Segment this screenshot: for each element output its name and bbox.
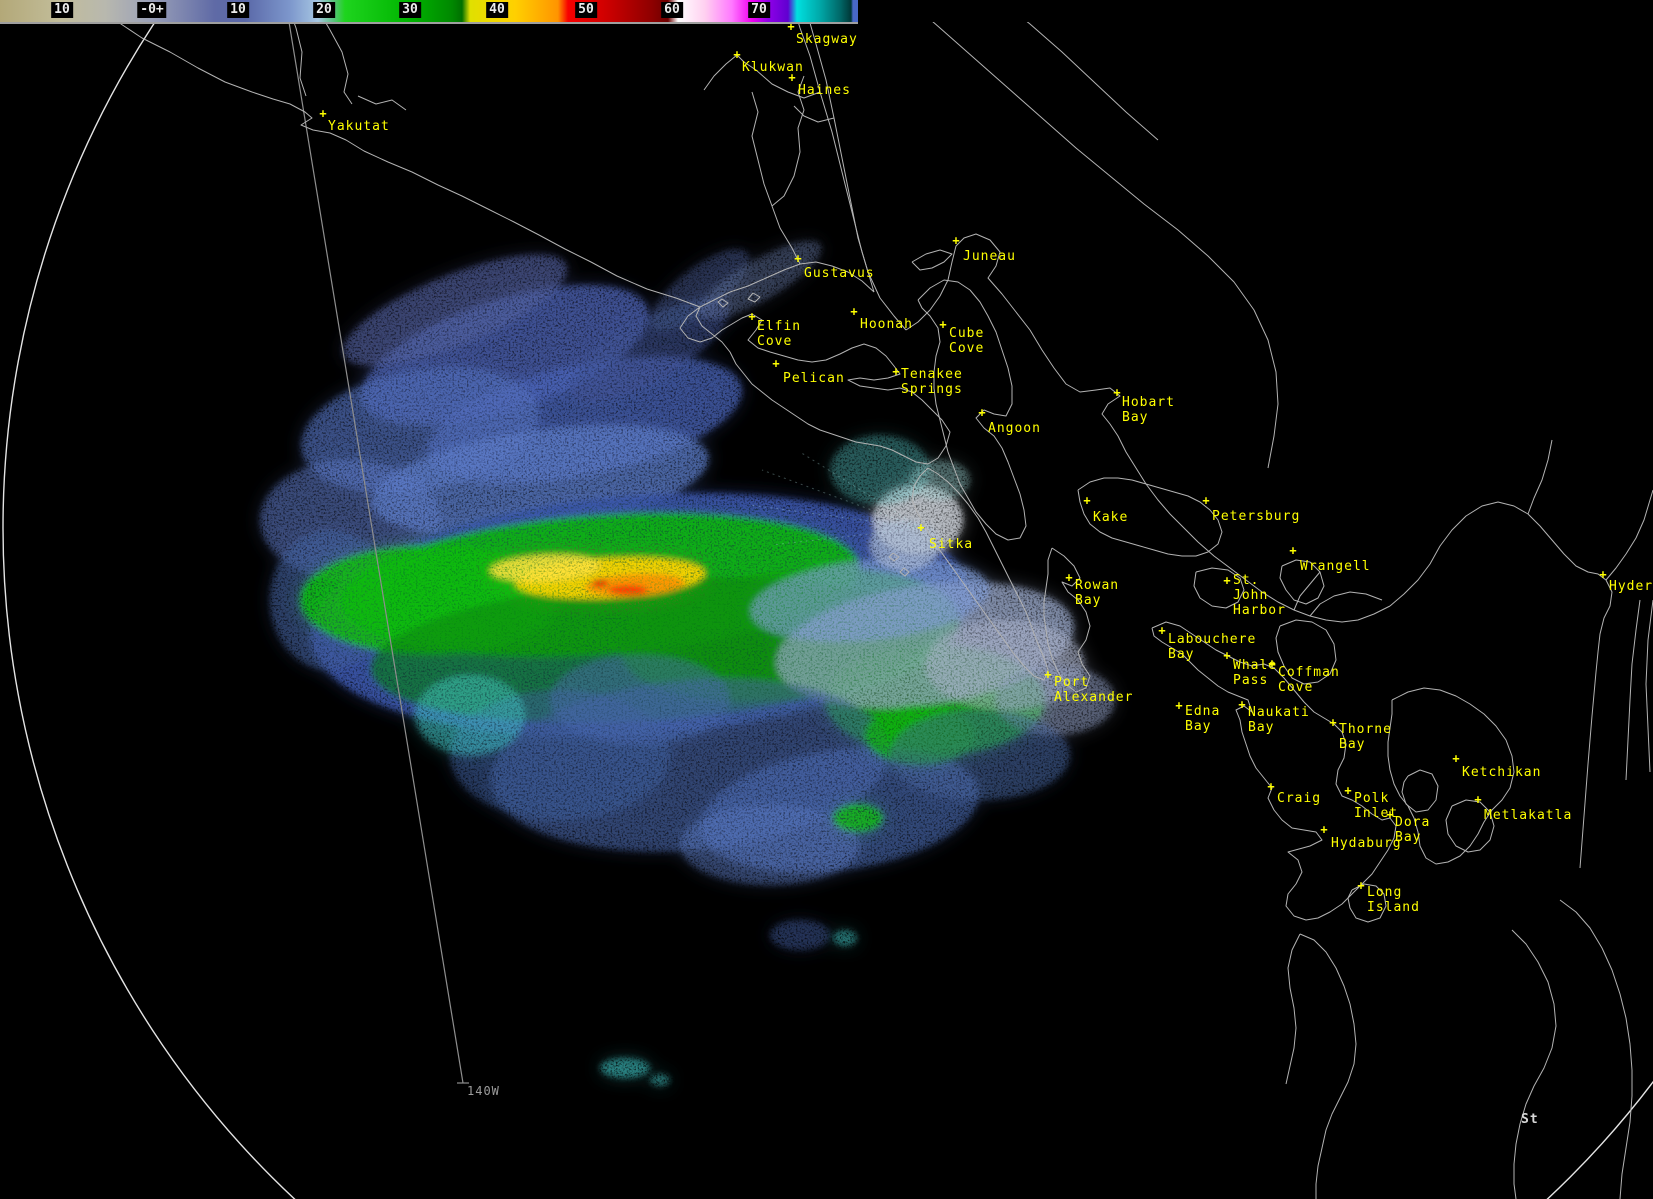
colorbar-tick-50: 50 bbox=[575, 2, 597, 18]
coastline bbox=[911, 249, 953, 271]
colorbar-tick-20: 20 bbox=[313, 2, 335, 18]
echo-cell bbox=[680, 805, 860, 885]
coastline bbox=[1527, 439, 1653, 781]
echo-cell bbox=[833, 930, 857, 946]
coastline bbox=[699, 75, 875, 308]
colorbar-tick-40: 40 bbox=[486, 2, 508, 18]
coastline bbox=[703, 54, 835, 123]
echo-cell bbox=[570, 298, 730, 402]
radar-spoke bbox=[761, 469, 922, 529]
coastline-layer bbox=[87, 0, 1653, 1199]
echo-cell bbox=[342, 254, 568, 366]
radar-spoke bbox=[771, 527, 922, 546]
coastline bbox=[801, 0, 907, 331]
colorbar-tick-10: 10 bbox=[227, 2, 249, 18]
echo-cell bbox=[592, 579, 608, 587]
coastline bbox=[1401, 769, 1495, 853]
echo-cell bbox=[830, 435, 930, 505]
coastline bbox=[1077, 477, 1223, 557]
colorbar-tick-30: 30 bbox=[399, 2, 421, 18]
coastline bbox=[1387, 687, 1515, 865]
echo-cell bbox=[698, 240, 822, 320]
coastline bbox=[1389, 501, 1613, 869]
coastline bbox=[907, 0, 1279, 469]
echo-cell bbox=[870, 520, 940, 570]
colorbar-tick-0: -0+ bbox=[137, 2, 167, 18]
colorbar-tick-60: 60 bbox=[661, 2, 683, 18]
coastline bbox=[1511, 899, 1633, 1199]
coastline bbox=[1151, 621, 1397, 921]
echo-cell bbox=[890, 710, 1070, 800]
reflectivity-colorbar[interactable]: 10 -0+ 10 20 30 40 50 60 70 bbox=[0, 0, 1653, 24]
colorbar-tick-10: 10 bbox=[51, 2, 73, 18]
echo-cell bbox=[600, 1058, 650, 1078]
coastline bbox=[917, 279, 1027, 541]
echo-cell bbox=[833, 804, 883, 832]
coastline bbox=[1193, 559, 1337, 685]
coastline bbox=[679, 306, 951, 465]
radar-spokes bbox=[749, 451, 922, 546]
meridian-140w bbox=[288, 21, 464, 1084]
echo-cell bbox=[650, 249, 750, 331]
coastline bbox=[87, 0, 701, 308]
coastline bbox=[1347, 883, 1387, 923]
coastline bbox=[717, 292, 910, 577]
echo-cell bbox=[608, 585, 648, 595]
echo-cell bbox=[650, 1074, 670, 1086]
echo-cell bbox=[910, 460, 970, 500]
echo-cell bbox=[550, 655, 730, 745]
coastline bbox=[1293, 571, 1383, 617]
echo-layer bbox=[260, 240, 1115, 1086]
echo-cell bbox=[750, 558, 990, 642]
coastline bbox=[1285, 933, 1357, 1199]
colorbar-gradient bbox=[0, 0, 858, 24]
coastline bbox=[911, 467, 1049, 681]
echo-cell bbox=[770, 920, 830, 950]
coastline bbox=[1043, 547, 1091, 693]
echo-cell bbox=[490, 554, 600, 582]
coastline bbox=[905, 233, 1391, 623]
echo-cell bbox=[415, 675, 525, 755]
colorbar-tick-70: 70 bbox=[748, 2, 770, 18]
